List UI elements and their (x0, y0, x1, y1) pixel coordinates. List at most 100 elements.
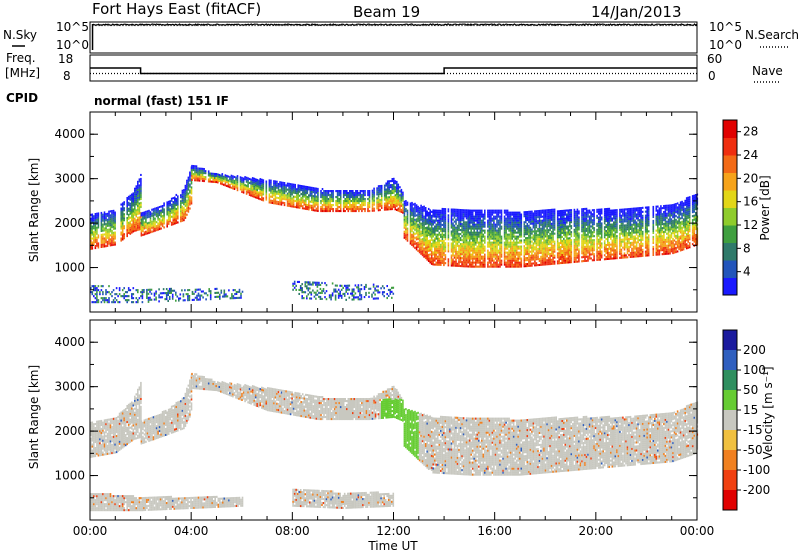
power-cell (491, 255, 494, 258)
power-cell (239, 180, 242, 183)
power-cell (478, 225, 480, 228)
power-cell (283, 190, 286, 193)
power-cell (415, 232, 418, 235)
power-cell (305, 187, 307, 190)
power-cell (127, 195, 130, 198)
power-cell (261, 178, 263, 181)
power-cell (195, 175, 198, 178)
power-cell (184, 216, 187, 219)
power-cell (186, 185, 188, 188)
power-cell (455, 242, 457, 245)
power-cell (550, 248, 553, 251)
power-cell (464, 259, 466, 262)
power-cell (137, 226, 139, 229)
power-cell (166, 205, 168, 208)
power-cell (259, 198, 262, 201)
power-cell (108, 214, 110, 217)
power-cell (511, 237, 513, 240)
power-cell (471, 245, 474, 248)
power-cell (265, 192, 268, 195)
power-cell (509, 213, 512, 216)
power-cell (494, 223, 497, 226)
power-cell (102, 245, 104, 248)
power-cell (455, 238, 457, 241)
power-cell (523, 265, 526, 268)
power-cell (500, 213, 503, 216)
power-cell (500, 215, 503, 218)
power-cell (452, 240, 454, 243)
power-cell (443, 218, 445, 221)
power-cell (578, 234, 580, 237)
power-cell (207, 170, 210, 173)
power-cell (584, 227, 586, 230)
power-cell (131, 229, 133, 232)
power-cell (493, 243, 495, 246)
power-cell (393, 195, 395, 198)
power-cell (195, 165, 198, 168)
power-cell (142, 233, 144, 236)
power-cell (241, 184, 243, 187)
power-cell (262, 191, 265, 194)
power-cell (453, 262, 456, 265)
power-cell (353, 204, 356, 207)
power-cell (418, 207, 421, 210)
power-cell (197, 167, 199, 170)
power-cell (494, 241, 497, 244)
power-cell (531, 264, 533, 267)
power-cell (239, 182, 242, 185)
power-cell (327, 208, 330, 211)
power-cell (424, 253, 427, 256)
power-cell (184, 208, 187, 211)
power-cell (525, 253, 527, 256)
power-cell (166, 207, 168, 210)
power-cell (127, 229, 130, 232)
power-cell (455, 260, 457, 263)
power-cell (473, 265, 475, 268)
power-cell (587, 243, 589, 246)
power-cell (567, 229, 570, 232)
power-cell (102, 223, 104, 226)
power-cell (546, 261, 548, 264)
power-cell (597, 228, 600, 231)
power-cell (291, 185, 293, 188)
power-cell (96, 222, 98, 225)
power-cell (438, 257, 441, 260)
power-cell (531, 216, 533, 219)
power-cell (339, 198, 342, 201)
power-cell (376, 203, 378, 206)
power-cell (584, 221, 586, 224)
power-cell (364, 200, 366, 203)
power-cell (559, 236, 562, 239)
power-cell (303, 201, 306, 204)
power-cell (481, 219, 483, 222)
power-cell (499, 215, 501, 218)
power-cell (590, 245, 592, 248)
power-cell (283, 186, 286, 189)
power-cell (393, 197, 395, 200)
power-cell (161, 225, 164, 228)
power-cell (549, 219, 551, 222)
power-cell (575, 234, 577, 237)
power-cell (223, 179, 225, 182)
power-cell (534, 210, 536, 213)
power-cell (459, 233, 462, 236)
power-cell (186, 205, 188, 208)
power-cell (559, 262, 562, 265)
power-cell (411, 229, 413, 232)
power-cell (158, 206, 161, 209)
power-cell (587, 225, 589, 228)
power-cell (518, 255, 521, 258)
power-cell (385, 202, 387, 205)
power-cell (543, 241, 545, 244)
power-cell (152, 212, 155, 215)
power-cell (452, 218, 454, 221)
power-cell (251, 189, 254, 192)
power-cell (487, 209, 489, 212)
power-cell (423, 227, 425, 230)
power-cell (458, 252, 460, 255)
power-cell (111, 220, 113, 223)
power-cell (525, 249, 527, 252)
power-cell (440, 243, 442, 246)
power-cell (303, 185, 306, 188)
power-cell (279, 197, 281, 200)
